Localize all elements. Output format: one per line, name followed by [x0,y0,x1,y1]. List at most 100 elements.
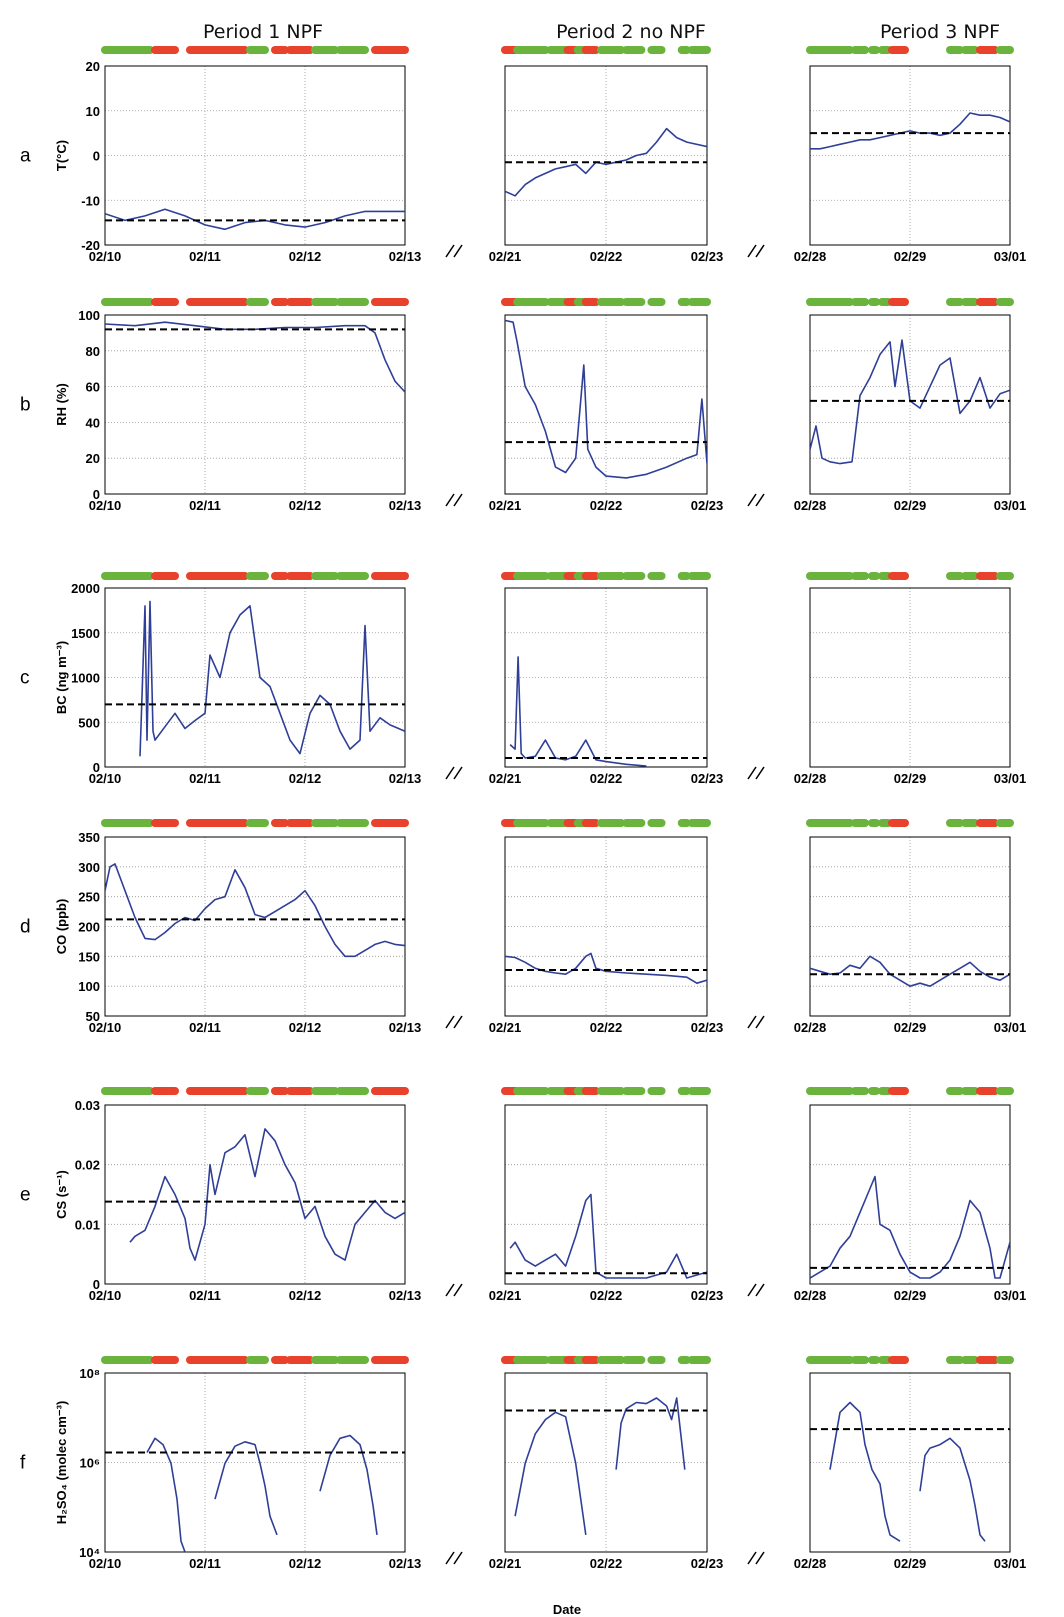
axis-break-mark [445,1551,455,1565]
x-tick-label: 02/28 [794,1020,827,1035]
x-tick-label: 02/11 [189,1288,221,1303]
x-tick-label: 02/13 [389,249,422,264]
data-series-line [505,319,707,479]
x-tick-label: 02/28 [794,1288,827,1303]
axis-break-mark [747,1283,757,1297]
series-group [505,127,707,197]
plot-frame [104,65,406,246]
plot-frame [104,836,406,1017]
x-tick-label: 02/28 [794,249,827,264]
y-tick-label: -10 [81,193,100,208]
data-series-line [810,955,1010,988]
panel-d: d CO (ppb) 50 100 150 200 250 300 350 02/10 02/11 0… [20,819,1027,1035]
x-tick-label: 02/29 [894,249,927,264]
x-tick-label: 03/01 [994,1556,1027,1571]
plot-frame [809,314,1011,495]
x-tick-label: 02/23 [691,1020,724,1035]
data-series-line [919,1437,986,1542]
x-tick-label: 02/13 [389,771,422,786]
y-tick-label: 300 [78,860,100,875]
axis-break-mark [747,1015,757,1029]
x-tick-label: 02/12 [289,1556,322,1571]
x-tick-label: 02/29 [894,771,927,786]
y-tick-label: 10 [86,104,100,119]
y-tick-label: 100 [78,308,100,323]
panel-c: c BC (ng m⁻³) 0 500 1000 1500 2000 02/10 02/11 02… [20,572,1027,786]
x-tick-label: 03/01 [994,771,1027,786]
axis-break-mark [747,766,757,780]
series-group [105,208,405,231]
y-tick-label: 20 [86,451,100,466]
plot-frame [504,1372,708,1553]
panel-letter: a [20,146,31,167]
data-series-line [105,321,405,393]
y-tick-label: 350 [78,830,100,845]
data-series-line [810,339,1010,465]
y-tick-label: 0.02 [75,1158,100,1173]
x-axis-label: Date [553,1602,581,1617]
axis-break-mark [445,1283,455,1297]
x-tick-label: 02/12 [289,1020,322,1035]
data-series-line [105,863,405,958]
series-group [509,656,647,767]
data-series-line [139,600,405,757]
panel-letter: e [20,1185,31,1206]
x-tick-label: 02/22 [590,249,623,264]
series-group [810,112,1010,150]
y-tick-label: 50 [86,1009,100,1024]
data-series-line [514,1411,587,1536]
y-tick-label: 40 [86,415,100,430]
x-tick-label: 03/01 [994,1020,1027,1035]
x-tick-label: 02/11 [189,771,221,786]
data-series-line [505,952,707,985]
x-tick-label: 02/29 [894,1288,927,1303]
x-tick-label: 02/10 [89,1556,122,1571]
y-axis-label: CS (s⁻¹) [54,1170,69,1219]
x-tick-label: 02/28 [794,771,827,786]
series-group [509,1193,707,1279]
x-tick-label: 02/13 [389,1020,422,1035]
y-tick-label: 2000 [71,581,100,596]
period-title-1: Period 1 NPF [203,21,323,43]
y-axis-label: RH (%) [54,383,69,426]
x-tick-label: 02/11 [189,1020,221,1035]
plot-frame [504,836,708,1017]
axis-break-mark [453,1015,463,1029]
axis-break-mark [747,493,757,507]
axis-break-mark [755,1015,765,1029]
y-axis-label: CO (ppb) [54,899,69,955]
x-tick-label: 02/21 [489,771,522,786]
series-group [139,600,405,757]
axis-break-mark [747,1551,757,1565]
panel-f: f H₂SO₄ (molec cm⁻³) 10⁴ 10⁶ 10⁸ 02/10 02/11 02… [20,1356,1027,1571]
x-tick-label: 02/10 [89,498,122,513]
series-group [829,1401,986,1542]
x-tick-label: 02/22 [590,498,623,513]
y-tick-label: 60 [86,380,100,395]
x-tick-label: 03/01 [994,249,1027,264]
y-tick-label: 0 [93,487,100,502]
x-tick-label: 02/13 [389,498,422,513]
x-tick-label: 02/13 [389,1556,422,1571]
plot-frame [809,65,1011,246]
y-tick-label: 250 [78,890,100,905]
x-tick-label: 02/10 [89,771,122,786]
axis-break-mark [453,1551,463,1565]
plot-frame [504,1104,708,1285]
data-series-line [509,1193,707,1279]
data-series-line [129,1128,405,1261]
data-series-line [829,1401,901,1542]
panel-letter: f [20,1453,26,1474]
axis-break-mark [755,1551,765,1565]
panel-letter: c [20,668,30,689]
panels: a T(°C) -20 -10 0 10 20 02/10 02/11 02/12 02/13 02/… [20,46,1027,1571]
axis-break-mark [453,244,463,258]
y-axis-label: T(°C) [54,140,69,171]
y-axis-label: H₂SO₄ (molec cm⁻³) [54,1401,69,1525]
axis-break-mark [445,244,455,258]
data-series-line [214,1441,278,1536]
period-titles: Period 1 NPF Period 2 no NPF Period 3 NP… [203,21,1000,43]
data-series-line [146,1437,186,1552]
axis-break-mark [445,1015,455,1029]
